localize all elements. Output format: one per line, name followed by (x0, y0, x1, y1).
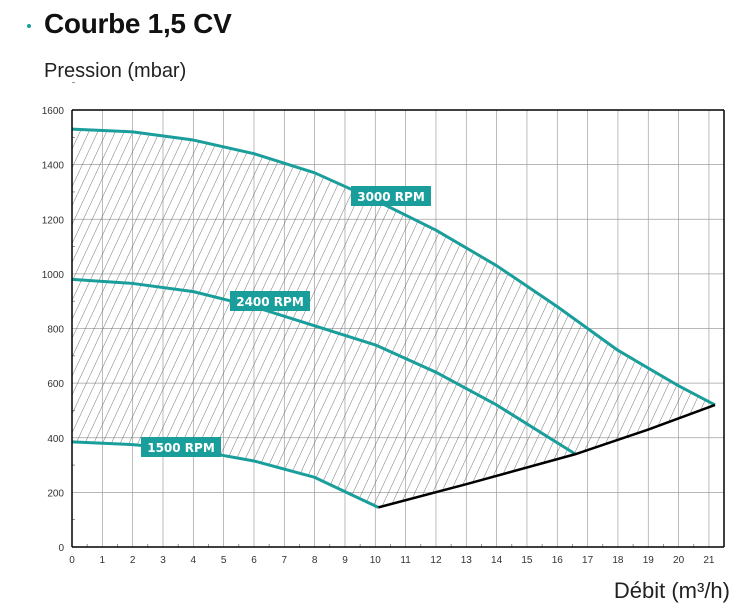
x-tick-label: 15 (521, 555, 533, 566)
chart-title: Courbe 1,5 CV (44, 8, 232, 39)
label-2400-rpm: 2400 RPM (230, 291, 310, 311)
x-tick-label: 9 (342, 555, 348, 566)
label-1500-rpm: 1500 RPM (141, 437, 221, 457)
y-tick-label: 400 (47, 434, 64, 445)
x-tick-label: 11 (400, 555, 411, 566)
y-tick-label: 1600 (42, 106, 65, 117)
y-tick-label: 1200 (42, 215, 65, 226)
x-tick-label: 3 (160, 555, 166, 566)
x-tick-label: 2 (130, 555, 136, 566)
x-tick-label: 19 (643, 555, 655, 566)
x-tick-label: 17 (582, 555, 594, 566)
x-tick-label: 20 (673, 555, 685, 566)
x-tick-label: 4 (191, 555, 197, 566)
operating-zone (72, 129, 715, 508)
y-tick-label: 600 (47, 379, 64, 390)
y-tick-label: 1000 (42, 270, 65, 281)
rpm-labels: 3000 RPM 2400 RPM 1500 RPM (141, 186, 431, 457)
x-axis-label: Débit (m³/h) (613, 578, 730, 603)
x-tick-label: 1 (100, 555, 106, 566)
x-tick-label: 21 (703, 555, 715, 566)
label-3000-rpm: 3000 RPM (351, 186, 431, 206)
y-tick-label: 1400 (42, 161, 65, 172)
x-tick-label: 5 (221, 555, 227, 566)
x-tick-label: 10 (370, 555, 382, 566)
curve-2400-rpm (71, 277, 577, 456)
title-bullet (27, 24, 31, 28)
x-tick-label: 6 (251, 555, 257, 566)
svg-text:2400 RPM: 2400 RPM (236, 295, 304, 309)
axes (71, 109, 725, 548)
x-tick-label: 14 (491, 555, 503, 566)
x-tick-label: 0 (69, 555, 75, 566)
svg-text:1500 RPM: 1500 RPM (147, 441, 215, 455)
x-tick-label: 12 (430, 555, 442, 566)
svg-text:3000 RPM: 3000 RPM (357, 190, 425, 204)
x-tick-label: 13 (461, 555, 473, 566)
curve-1500-rpm (71, 440, 379, 509)
x-tick-label: 8 (312, 555, 318, 566)
x-tick-label: 18 (612, 555, 624, 566)
y-tick-label: 200 (47, 488, 64, 499)
curves (71, 127, 716, 509)
limit-curve (378, 403, 716, 509)
x-tick-label: 7 (282, 555, 288, 566)
y-axis-label: Pression (mbar) (44, 60, 187, 82)
x-tick-label: 16 (552, 555, 564, 566)
curve-3000-rpm (71, 127, 716, 407)
y-tick-label: 0 (58, 543, 64, 554)
y-tick-label: 800 (47, 325, 64, 336)
